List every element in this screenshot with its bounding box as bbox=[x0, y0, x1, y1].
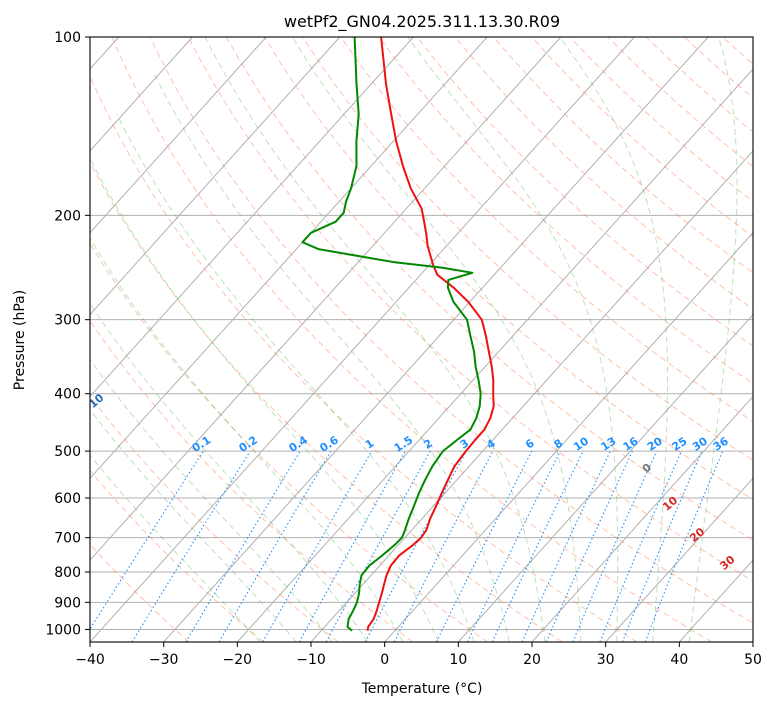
isotherm-line bbox=[90, 37, 193, 152]
x-tick-label: 30 bbox=[597, 652, 615, 668]
dry-adiabat-line bbox=[111, 37, 712, 642]
y-tick-label: 400 bbox=[54, 387, 81, 403]
dewpoint-profile-line bbox=[301, 37, 482, 632]
moist-adiabat-line bbox=[688, 37, 738, 642]
profile-series bbox=[301, 37, 495, 632]
isotherm-line bbox=[384, 231, 753, 642]
y-tick-label: 700 bbox=[54, 531, 81, 547]
dry-adiabats bbox=[90, 37, 753, 642]
y-tick-label: 800 bbox=[54, 565, 81, 581]
moist-adiabats bbox=[90, 37, 738, 642]
x-tick-label: 50 bbox=[744, 652, 762, 668]
moist-adiabat-line bbox=[559, 37, 668, 642]
mixing-ratio-line bbox=[572, 450, 658, 642]
y-tick-label: 600 bbox=[54, 491, 81, 507]
moist-adiabat-line bbox=[90, 358, 333, 642]
dry-adiabat-line bbox=[416, 37, 753, 347]
x-tick-label: 40 bbox=[670, 652, 688, 668]
y-tick-label: 300 bbox=[54, 313, 81, 329]
mixing-ratio-line bbox=[298, 450, 406, 642]
temperature-profile-line bbox=[366, 37, 495, 631]
isotherm-line bbox=[457, 313, 753, 642]
dry-adiabat-line bbox=[90, 543, 190, 642]
x-tick-label: 20 bbox=[523, 652, 541, 668]
isotherm-line bbox=[531, 395, 753, 642]
moist-adiabat-line bbox=[291, 37, 582, 642]
moist-adiabat-line bbox=[153, 72, 510, 642]
mixing-ratio-line bbox=[621, 450, 703, 642]
isotherm-line bbox=[90, 37, 267, 234]
dry-adiabat-line bbox=[90, 320, 414, 642]
isotherm-line bbox=[236, 68, 753, 642]
mixing-ratio-lines bbox=[90, 450, 724, 642]
y-tick-label: 1000 bbox=[45, 622, 81, 638]
mixing-ratio-line bbox=[364, 450, 467, 642]
dry-adiabat-line bbox=[90, 395, 339, 642]
y-tick-label: 100 bbox=[54, 30, 81, 46]
isotherm-line bbox=[163, 37, 709, 642]
y-tick-label: 900 bbox=[54, 595, 81, 611]
x-tick-label: −10 bbox=[296, 652, 326, 668]
moist-adiabat-line bbox=[204, 37, 546, 642]
x-tick-label: 0 bbox=[380, 652, 389, 668]
dry-adiabat-line bbox=[90, 161, 563, 642]
moist-adiabat-line bbox=[116, 113, 475, 642]
mixing-ratio-line bbox=[644, 450, 724, 642]
moist-adiabat-line bbox=[90, 302, 369, 642]
isotherm-line bbox=[90, 37, 562, 561]
y-axis-title: Pressure (hPa) bbox=[12, 290, 28, 390]
isotherm-line bbox=[90, 37, 635, 642]
x-tick-label: −40 bbox=[75, 652, 105, 668]
mixing-ratio-line bbox=[325, 450, 431, 642]
moist-adiabat-label: 40 bbox=[750, 578, 770, 598]
mixing-ratio-line bbox=[90, 450, 204, 630]
x-tick-label: −20 bbox=[223, 652, 253, 668]
moist-adiabat-line bbox=[90, 157, 439, 642]
moist-adiabat-line bbox=[90, 408, 297, 642]
isotherm-line bbox=[90, 37, 414, 398]
mixing-ratio-line bbox=[131, 450, 251, 642]
dry-adiabat-line bbox=[90, 242, 488, 642]
x-axis-title: Temperature (°C) bbox=[361, 681, 483, 697]
chart-title: wetPf2_GN04.2025.311.13.30.R09 bbox=[284, 12, 560, 32]
dry-adiabat-line bbox=[454, 37, 753, 310]
mixing-ratio-line bbox=[435, 450, 533, 642]
x-axis-ticks: −40 −30 −20 −10 0 10 20 30 40 50 bbox=[75, 642, 762, 668]
y-axis-ticks: 100 200 300 400 500 600 700 800 900 1000 bbox=[45, 30, 90, 638]
isotherm-line bbox=[605, 477, 753, 642]
moist-adiabat-line bbox=[407, 37, 619, 642]
x-tick-label: −30 bbox=[149, 652, 179, 668]
dry-adiabat-line bbox=[90, 469, 264, 642]
y-tick-label: 200 bbox=[54, 208, 81, 224]
dry-adiabat-line bbox=[149, 37, 753, 624]
moist-adiabat-line bbox=[90, 237, 404, 642]
plot-frame bbox=[89, 36, 754, 643]
mixing-ratio-line bbox=[599, 450, 682, 642]
x-tick-label: 10 bbox=[449, 652, 467, 668]
isotherm-line bbox=[310, 150, 753, 642]
mixing-ratio-line bbox=[545, 450, 633, 642]
y-tick-label: 500 bbox=[54, 444, 81, 460]
isotherm-line bbox=[90, 37, 341, 316]
